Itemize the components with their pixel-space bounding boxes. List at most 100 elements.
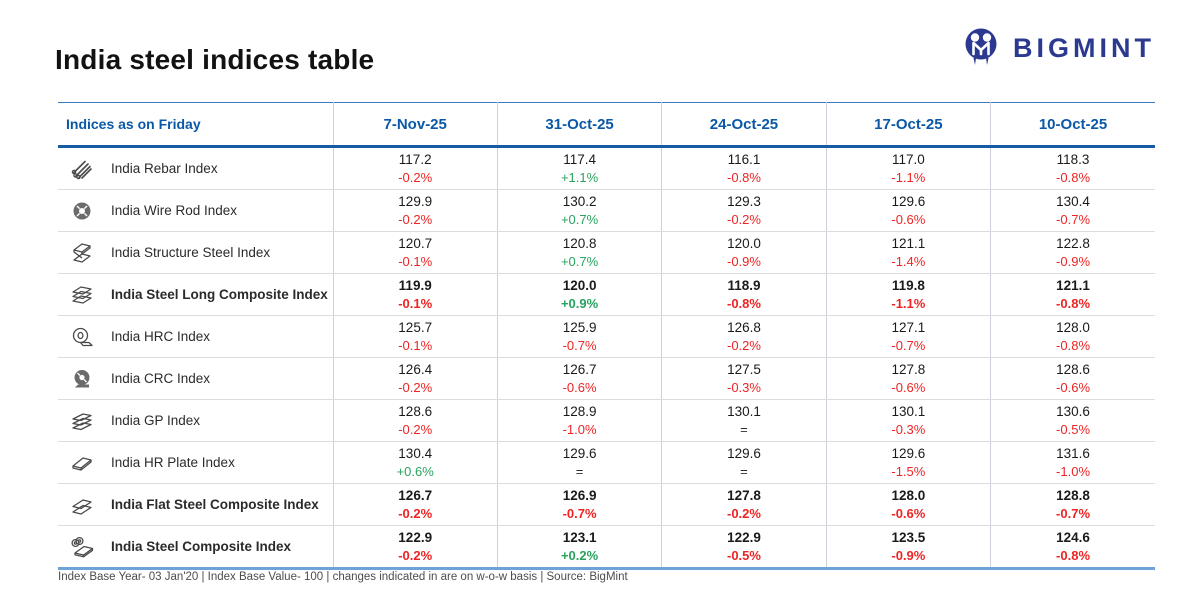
index-name-cell: India Structure Steel Index	[58, 232, 333, 273]
long-steel-stack-icon	[68, 281, 96, 309]
index-value: 123.1	[562, 530, 597, 545]
index-wow-change: -0.2%	[398, 506, 433, 521]
value-cell: 128.6 -0.6%	[990, 357, 1155, 400]
value-cell: 122.9 -0.5%	[661, 525, 827, 569]
index-value: 130.4	[1056, 194, 1090, 209]
table-row: India HR Plate Index 130.4 +0.6% 129.6 = 129.…	[58, 441, 1155, 484]
index-value: 116.1	[727, 152, 761, 167]
table-row: India Structure Steel Index 120.7 -0.1% 120…	[58, 231, 1155, 274]
value-cell: 119.9 -0.1%	[332, 273, 498, 316]
value-cell: 129.6 =	[661, 441, 827, 484]
index-value: 127.1	[891, 320, 926, 335]
value-cell: 130.4 +0.6%	[332, 441, 498, 484]
index-value: 126.9	[562, 488, 597, 503]
index-wow-change: +0.7%	[560, 254, 599, 269]
value-cell: 129.6 -0.6%	[825, 189, 991, 232]
index-wow-change: -0.2%	[726, 212, 761, 227]
index-wow-change: -0.2%	[398, 170, 433, 185]
index-value: 129.6	[562, 446, 597, 461]
index-value: 120.0	[562, 278, 597, 293]
index-wow-change: -0.7%	[891, 338, 926, 353]
index-wow-change: -0.6%	[891, 212, 926, 227]
index-name: India Steel Composite Index	[111, 539, 292, 554]
index-name-cell: India Rebar Index	[58, 148, 333, 189]
indices-table: Indices as on Friday 7-Nov-25 31-Oct-25 …	[58, 102, 1155, 570]
index-wow-change: -1.1%	[891, 170, 926, 185]
index-value: 125.9	[562, 320, 597, 335]
value-cell: 130.6 -0.5%	[990, 399, 1155, 442]
value-cell: 120.0 +0.9%	[496, 273, 662, 316]
bigmint-logo-text: BIGMINT	[1013, 32, 1155, 63]
index-value: 126.7	[562, 362, 597, 377]
index-value: 130.1	[727, 404, 761, 419]
flat-steel-plates-icon	[68, 491, 96, 519]
table-row: India HRC Index 125.7 -0.1% 125.9 -0.7% 126.8…	[58, 315, 1155, 358]
value-cell: 119.8 -1.1%	[825, 273, 991, 316]
value-cell: 127.8 -0.2%	[661, 483, 827, 526]
page-title: India steel indices table	[55, 44, 375, 75]
value-cell: 120.0 -0.9%	[661, 231, 827, 274]
index-wow-change: -0.9%	[1056, 254, 1091, 269]
index-value: 117.0	[891, 152, 925, 167]
index-wow-change: -0.1%	[398, 338, 433, 353]
index-wow-change: -0.3%	[891, 422, 926, 437]
value-cell: 128.6 -0.2%	[332, 399, 498, 442]
table-row: India CRC Index 126.4 -0.2% 126.7 -0.6% 127.5…	[58, 357, 1155, 400]
index-name-cell: India Steel Long Composite Index	[58, 274, 333, 315]
index-value: 118.9	[727, 278, 761, 293]
index-wow-change: -0.7%	[1056, 212, 1091, 227]
value-cell: 129.6 -1.5%	[825, 441, 991, 484]
index-wow-change: -0.2%	[398, 548, 433, 563]
value-cell: 116.1 -0.8%	[661, 146, 827, 190]
index-wow-change: =	[575, 464, 584, 479]
value-cell: 120.8 +0.7%	[496, 231, 662, 274]
index-value: 127.8	[891, 362, 926, 377]
value-cell: 130.4 -0.7%	[990, 189, 1155, 232]
index-wow-change: -0.5%	[1056, 422, 1091, 437]
date-column-header: 7-Nov-25	[332, 102, 498, 147]
index-wow-change: -1.1%	[891, 296, 926, 311]
index-value: 122.8	[1056, 236, 1090, 251]
index-wow-change: -0.9%	[891, 548, 926, 563]
index-value: 125.7	[398, 320, 433, 335]
index-name: India HR Plate Index	[111, 455, 235, 470]
index-wow-change: -0.8%	[726, 296, 761, 311]
index-value: 130.6	[1056, 404, 1090, 419]
value-cell: 128.8 -0.7%	[990, 483, 1155, 526]
index-name-cell: India GP Index	[58, 400, 333, 441]
index-value: 126.4	[398, 362, 433, 377]
index-name-cell: India CRC Index	[58, 358, 333, 399]
index-name-cell: India HRC Index	[58, 316, 333, 357]
index-value: 128.8	[1056, 488, 1090, 503]
value-cell: 128.0 -0.8%	[990, 315, 1155, 358]
value-cell: 127.1 -0.7%	[825, 315, 991, 358]
index-value: 122.9	[727, 530, 761, 545]
index-value: 129.6	[727, 446, 761, 461]
date-column-header: 10-Oct-25	[990, 102, 1155, 147]
index-name: India Steel Long Composite Index	[111, 287, 328, 302]
value-cell: 125.9 -0.7%	[496, 315, 662, 358]
index-wow-change: -0.7%	[562, 338, 597, 353]
index-wow-change: +0.2%	[560, 548, 599, 563]
index-value: 128.0	[1056, 320, 1090, 335]
index-value: 127.5	[727, 362, 761, 377]
table-header-row: Indices as on Friday 7-Nov-25 31-Oct-25 …	[58, 102, 1155, 147]
wire-rod-coil-icon	[68, 197, 96, 225]
rebar-bundle-icon	[68, 155, 96, 183]
value-cell: 129.9 -0.2%	[332, 189, 498, 232]
index-wow-change: -0.2%	[398, 380, 433, 395]
value-cell: 117.2 -0.2%	[332, 146, 498, 190]
value-cell: 130.1 =	[661, 399, 827, 442]
hrc-coil-icon	[68, 323, 96, 351]
index-wow-change: -0.6%	[562, 380, 597, 395]
crc-coil-icon	[68, 365, 96, 393]
value-cell: 125.7 -0.1%	[332, 315, 498, 358]
table-row: India Rebar Index 117.2 -0.2% 117.4 +1.1% 116…	[58, 146, 1155, 190]
footnote: Index Base Year- 03 Jan'20 | Index Base …	[58, 571, 628, 583]
value-cell: 122.8 -0.9%	[990, 231, 1155, 274]
index-value: 128.6	[1056, 362, 1090, 377]
date-column-header: 31-Oct-25	[496, 102, 662, 147]
index-wow-change: -0.1%	[398, 254, 433, 269]
index-value: 121.1	[891, 236, 926, 251]
